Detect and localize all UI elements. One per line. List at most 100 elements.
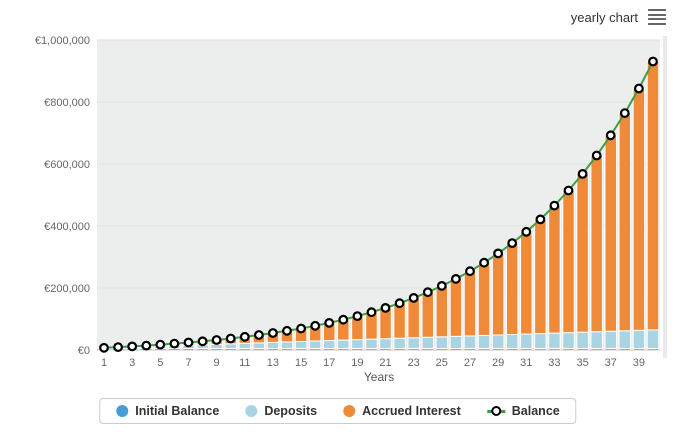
balance-marker: [408, 293, 419, 303]
bar-accrued-interest-segment: [449, 278, 463, 337]
balance-marker: [535, 214, 546, 225]
bar-deposits-segment: [604, 330, 617, 349]
hamburger-menu-icon[interactable]: [648, 8, 666, 26]
bar-deposits-segment: [407, 337, 420, 349]
bar-deposits-segment: [576, 331, 589, 349]
bar-deposits-segment: [646, 329, 660, 349]
bar-deposits-segment: [308, 340, 322, 349]
balance-marker: [211, 335, 222, 345]
bar-accrued-interest-segment: [618, 112, 632, 332]
balance-marker: [296, 323, 307, 334]
bar-accrued-interest-segment: [393, 302, 406, 339]
bar-accrued-interest-segment: [505, 242, 519, 335]
balance-marker: [521, 226, 532, 237]
y-tick-label: €600,000: [44, 159, 90, 171]
bar-accrued-interest-segment: [646, 61, 660, 331]
legend-item-initial-balance[interactable]: Initial Balance: [116, 404, 219, 418]
balance-marker: [155, 339, 166, 350]
bar-deposits-segment: [322, 340, 336, 349]
bar-deposits-segment: [534, 333, 547, 349]
bar-deposits-segment: [463, 335, 477, 349]
balance-marker: [422, 287, 433, 298]
x-axis-title: Years: [364, 370, 394, 384]
bar-accrued-interest-segment: [534, 218, 547, 335]
balance-marker: [338, 314, 349, 325]
bar-deposits-segment: [435, 336, 449, 349]
legend-label: Deposits: [264, 404, 318, 418]
bar-deposits-segment: [238, 342, 252, 349]
balance-marker: [99, 342, 109, 353]
bar-deposits-segment: [421, 336, 435, 349]
bar-accrued-interest-segment: [407, 297, 420, 339]
balance-marker: [169, 338, 180, 349]
x-tick-label: 5: [157, 357, 163, 369]
balance-marker: [268, 328, 278, 338]
bar-deposits-segment: [266, 341, 280, 349]
x-tick-label: 27: [464, 357, 476, 369]
balance-marker: [380, 303, 391, 313]
balance-line-marker-icon: [486, 405, 505, 417]
balance-marker: [479, 257, 490, 268]
plot-area: [97, 40, 660, 350]
balance-marker: [507, 238, 518, 249]
balance-marker: [605, 130, 616, 141]
x-tick-label: 3: [129, 357, 135, 369]
x-tick-label: 35: [576, 357, 588, 369]
x-tick-label: 9: [214, 357, 220, 369]
x-tick-label: 13: [267, 357, 279, 369]
balance-marker: [282, 325, 292, 336]
bar-deposits-segment: [294, 340, 308, 349]
x-tick-label: 33: [548, 357, 560, 369]
balance-marker: [634, 83, 644, 94]
x-tick-label: 1: [101, 357, 107, 369]
balance-marker: [465, 266, 475, 277]
balance-marker: [127, 341, 138, 352]
bar-deposits-segment: [280, 341, 294, 349]
legend-label: Accrued Interest: [362, 404, 461, 418]
balance-marker: [253, 330, 264, 340]
bar-deposits-segment: [590, 331, 603, 349]
bar-accrued-interest-segment: [632, 88, 646, 331]
bar-accrued-interest-segment: [590, 155, 603, 333]
balance-marker: [310, 320, 321, 331]
bar-deposits-segment: [520, 333, 533, 349]
legend-item-balance[interactable]: Balance: [486, 404, 560, 418]
balance-marker: [394, 298, 405, 309]
balance-marker: [197, 336, 208, 347]
balance-marker: [563, 185, 574, 196]
bar-deposits-segment: [224, 343, 237, 349]
balance-marker: [493, 248, 504, 259]
x-tick-label: 31: [520, 357, 532, 369]
y-tick-label: €1,000,000: [35, 35, 90, 47]
initial-balance-dot-icon: [116, 405, 129, 417]
legend-label: Initial Balance: [135, 404, 220, 418]
bar-accrued-interest-segment: [576, 173, 589, 333]
balance-marker: [451, 274, 461, 284]
bar-accrued-interest-segment: [548, 205, 561, 334]
bar-accrued-interest-segment: [463, 270, 477, 337]
x-tick-label: 23: [408, 357, 420, 369]
bar-deposits-segment: [632, 329, 646, 349]
balance-marker: [183, 337, 194, 348]
bar-deposits-segment: [365, 338, 378, 349]
bar-accrued-interest-segment: [604, 134, 617, 332]
bar-deposits-segment: [491, 334, 505, 349]
scrollbar-strip[interactable]: [663, 36, 667, 358]
x-tick-label: 11: [239, 357, 250, 369]
legend: Initial Balance Deposits Accrued Interes…: [99, 398, 577, 424]
bar-deposits-segment: [449, 335, 463, 349]
balance-marker: [366, 307, 377, 318]
balance-marker: [141, 340, 152, 351]
balance-marker: [324, 318, 335, 328]
balance-marker: [549, 200, 560, 211]
y-tick-label: €200,000: [44, 283, 90, 295]
bar-accrued-interest-segment: [491, 252, 505, 336]
legend-item-deposits[interactable]: Deposits: [245, 404, 317, 418]
x-tick-label: 19: [351, 357, 363, 369]
bar-deposits-segment: [252, 342, 266, 349]
legend-label: Balance: [511, 404, 560, 418]
legend-item-accrued-interest[interactable]: Accrued Interest: [343, 404, 461, 418]
x-tick-label: 37: [605, 357, 617, 369]
